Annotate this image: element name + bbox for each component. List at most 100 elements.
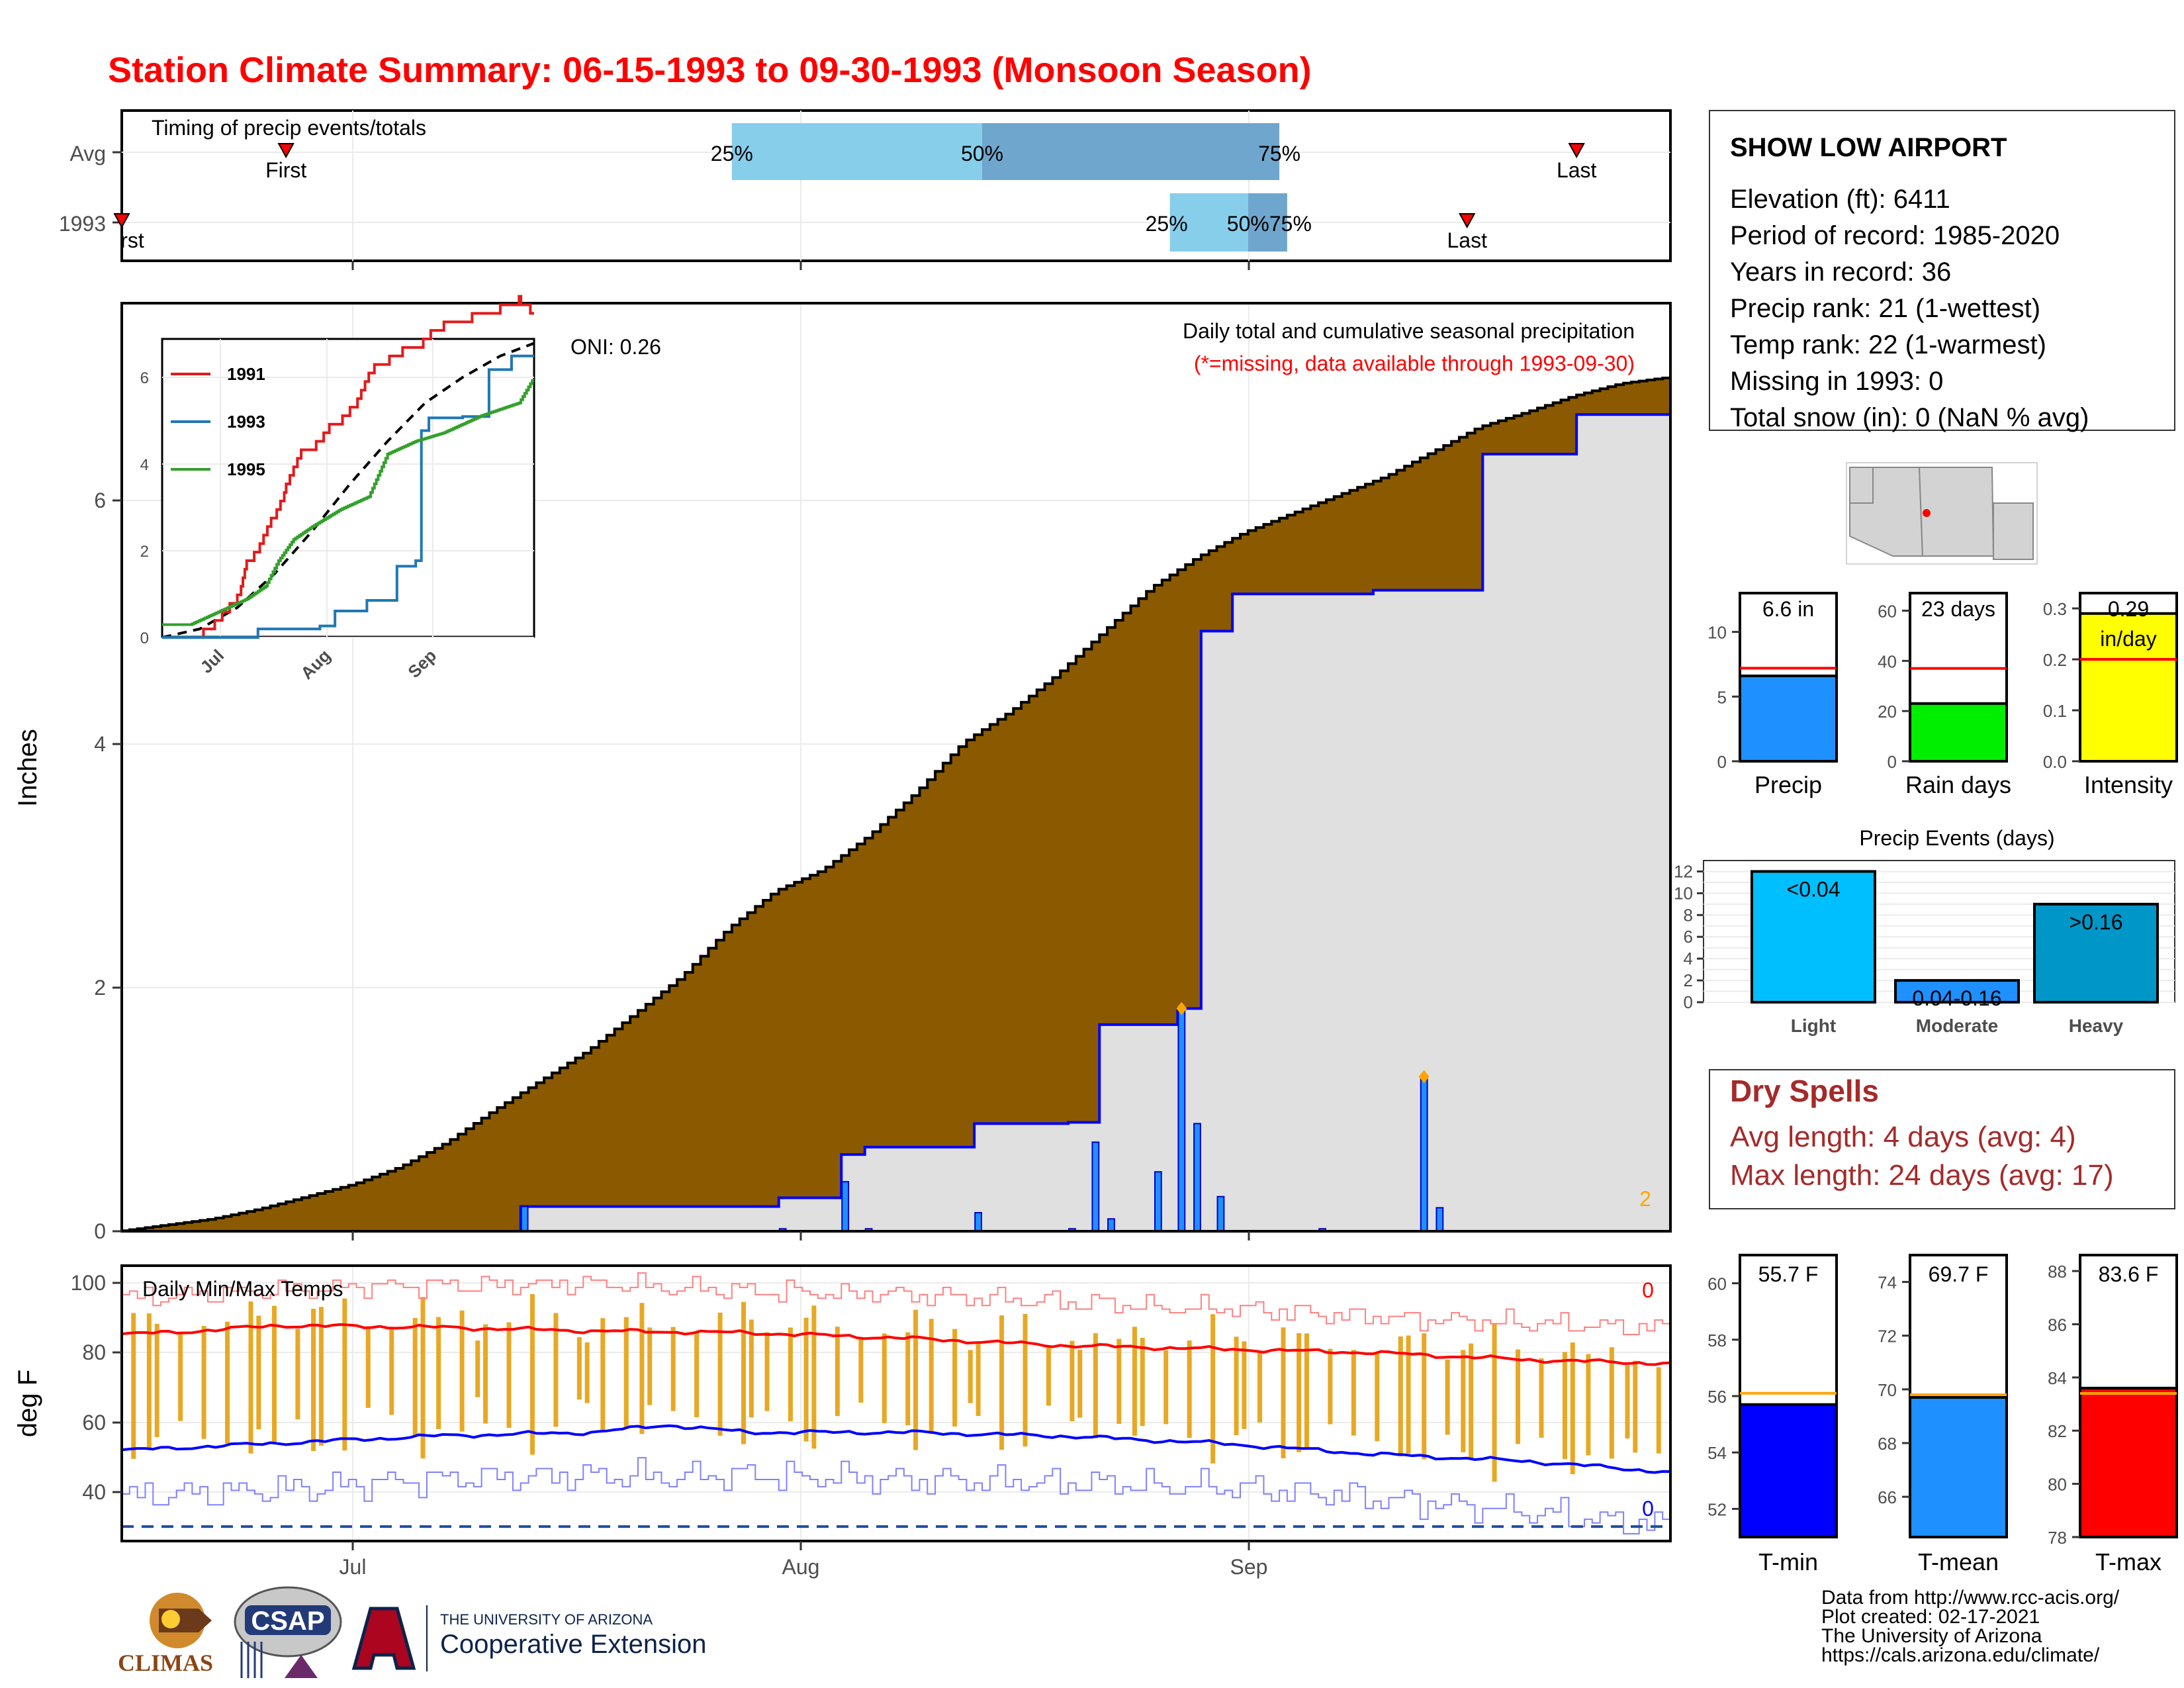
footer-line-url: https://cals.arizona.edu/climate/ (1821, 1644, 2100, 1666)
y1993-q50-q75-box (1248, 193, 1287, 252)
gauge-bar-2 (2079, 612, 2178, 763)
temp-ylabel: deg F (13, 1370, 42, 1437)
daily-temp-bar-16 (248, 1301, 253, 1454)
inset-line-1995 (162, 379, 534, 626)
daily-temp-bar-136 (1187, 1340, 1192, 1438)
gauge-ticklabel-0-0: 0 (1717, 752, 1727, 772)
events-ticklabel-0: 0 (1684, 992, 1693, 1012)
dry-spells-avg: Avg length: 4 days (avg: 4) (1730, 1121, 2076, 1153)
record-precip-marker-9 (1176, 1002, 1187, 1015)
daily-temp-bar-160 (1375, 1353, 1380, 1442)
daily-temp-bar-101 (913, 1309, 919, 1450)
tgauge-bar-2 (2079, 1386, 2178, 1538)
daily-temp-bar-143 (1242, 1341, 1247, 1429)
tgauge-bar-1 (1909, 1396, 2008, 1538)
daily-temp-bar-145 (1257, 1351, 1263, 1423)
daily-temp-bar-24 (311, 1309, 316, 1452)
station-name: SHOW LOW AIRPORT (1730, 133, 2007, 162)
events-category-2: Heavy (2069, 1015, 2124, 1036)
daily-temp-bar-82 (764, 1332, 770, 1411)
gauge-value-0: 6.6 in (1762, 597, 1814, 621)
avg-last-label: Last (1557, 158, 1597, 182)
gauge-ticklabel-1-0: 0 (1888, 752, 1897, 772)
footer-line-data: Data from http://www.rcc-acis.org/ (1821, 1587, 2120, 1609)
daily-temp-bar-178 (1516, 1349, 1521, 1444)
gauge-value-2: 0.29 (2108, 597, 2149, 621)
daily-temp-bar-175 (1492, 1323, 1497, 1482)
gauge-ticklabel-2-2: 0.2 (2043, 650, 2067, 670)
avg-cumulative-line (120, 376, 1670, 1233)
oni-label: ONI: 0.26 (570, 335, 661, 359)
page-title: Station Climate Summary: 06-15-1993 to 0… (108, 50, 1312, 90)
tgauge-ticklabel-1-0: 66 (1878, 1487, 1897, 1507)
temp-panel: Daily Min/Max Temps 0 0 deg F 40 60 80 1… (13, 1264, 1672, 1579)
daily-temp-bar-164 (1406, 1335, 1411, 1454)
daily-temp-bar-45 (475, 1340, 480, 1397)
daily-temp-bar-70 (670, 1327, 676, 1411)
avg-last-marker (1568, 143, 1585, 159)
daily-temp-bar-80 (749, 1319, 754, 1418)
inset-legend-1991: 1991 (227, 364, 265, 384)
daily-precip-bar-11 (1216, 1196, 1225, 1233)
daily-temp-bar-67 (647, 1327, 653, 1405)
y1993-q75-label: 75% (1269, 212, 1312, 236)
y1993-q50-label: 50% (1227, 212, 1269, 236)
events-title: Precip Events (days) (1859, 826, 2054, 850)
xtick-aug: Aug (782, 1555, 820, 1579)
tgauge-ticklabel-1-1: 68 (1878, 1434, 1897, 1454)
events-ticklabel-2: 4 (1684, 949, 1693, 968)
daily-temp-bar-185 (1570, 1342, 1575, 1474)
y1993-q25-label: 25% (1146, 212, 1188, 236)
daily-precip-bar-13 (1420, 1076, 1428, 1233)
timing-panel: Timing of precip events/totals Avg 1993 … (59, 109, 1672, 270)
daily-temp-bar-66 (639, 1303, 645, 1434)
gauge-value2-2: in/day (2100, 627, 2156, 651)
temp-ytick-80: 80 (82, 1340, 106, 1364)
tgauge-label-1: T-mean (1918, 1548, 1999, 1575)
gauge-ticklabel-0-1: 5 (1717, 687, 1727, 707)
avg-q50-q75-box (982, 123, 1280, 180)
daily-temp-bar-181 (1539, 1358, 1544, 1438)
tgauge-ticklabel-2-3: 84 (2048, 1368, 2067, 1388)
daily-temp-bar-17 (256, 1315, 261, 1430)
daily-temp-bar-151 (1304, 1333, 1309, 1448)
temp-gridlines (122, 1266, 1670, 1541)
avg-q50-label: 50% (961, 142, 1003, 165)
daily-temp-bar-37 (412, 1317, 418, 1437)
tgauge-ticklabel-1-2: 70 (1878, 1380, 1897, 1400)
daily-temp-bar-73 (694, 1331, 700, 1417)
daily-temp-bars (131, 1293, 1661, 1482)
dry-spells-title: Dry Spells (1730, 1074, 1879, 1108)
gauge-label-2: Intensity (2084, 771, 2173, 798)
y1993-first-marker (113, 213, 130, 229)
precip-panel-subtitle: (*=missing, data available through 1993-… (1194, 352, 1635, 375)
tgauge-ticklabel-0-3: 58 (1707, 1331, 1727, 1350)
daily-temp-bar-34 (389, 1328, 394, 1415)
daily-temp-bar-97 (882, 1333, 887, 1423)
daily-temp-bar-25 (318, 1307, 324, 1446)
gauge-value-1: 23 days (1921, 597, 1995, 621)
avg-first-marker (277, 143, 295, 159)
daily-precip-bar-6 (1091, 1141, 1100, 1232)
tgauge-label-2: T-max (2095, 1548, 2161, 1575)
precip-ytick-4: 4 (94, 732, 106, 756)
events-category-1: Moderate (1916, 1015, 1998, 1036)
daily-precip-bar-10 (1193, 1123, 1201, 1233)
temp-ytick-100: 100 (71, 1271, 106, 1295)
station-line-period: Period of record: 1985-2020 (1730, 221, 2060, 250)
station-info-box: SHOW LOW AIRPORT Elevation (ft): 6411 Pe… (1709, 110, 2175, 432)
precip-panel: ONI: 0.26 Daily total and cumulative sea… (13, 295, 1672, 1243)
gauge-ticklabel-1-2: 40 (1878, 651, 1897, 671)
daily-temp-bar-148 (1281, 1327, 1286, 1459)
daily-temp-bar-150 (1297, 1333, 1302, 1452)
daily-temp-bar-28 (342, 1298, 347, 1451)
daily-temp-bar-61 (600, 1318, 606, 1430)
daily-temp-bar-192 (1625, 1365, 1630, 1439)
daily-temp-bar-109 (976, 1344, 981, 1417)
tgauge-ticklabel-0-2: 56 (1707, 1387, 1727, 1407)
y1993-last-label: Last (1447, 228, 1487, 252)
state-texas-edge (1993, 502, 2034, 560)
daily-temp-bar-13 (225, 1321, 230, 1444)
daily-temp-bar-79 (741, 1301, 747, 1444)
precip-ylabel: Inches (13, 729, 42, 807)
